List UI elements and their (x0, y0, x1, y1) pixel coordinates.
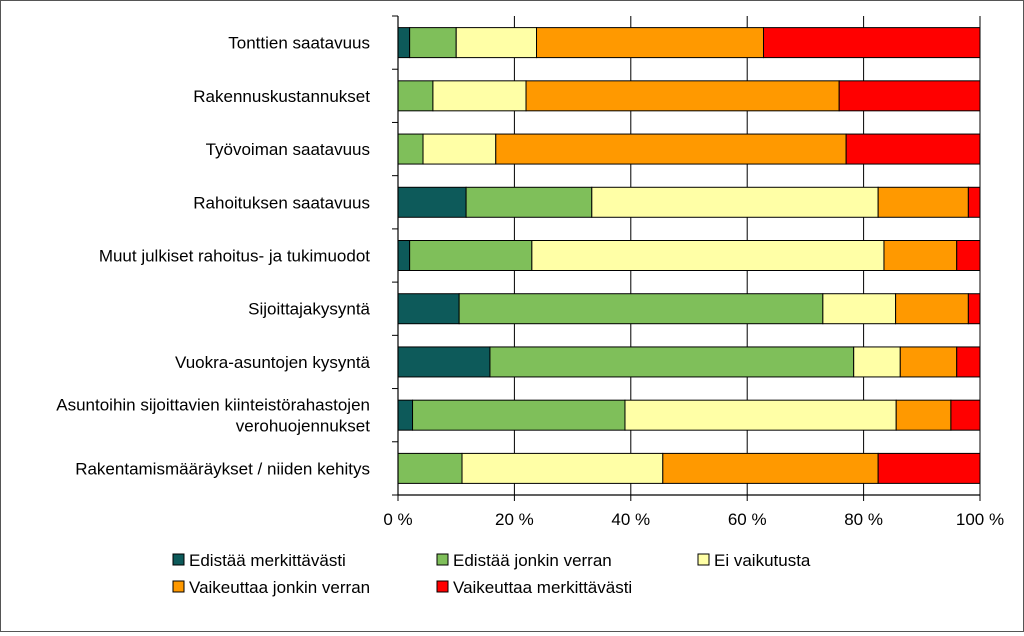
bar-segment (397, 399, 414, 431)
bar-segment (967, 186, 981, 218)
legend-swatch (172, 580, 185, 593)
legend-swatch (436, 580, 449, 593)
axes (392, 15, 981, 501)
bar-segment (531, 240, 885, 271)
legend-swatch (172, 553, 185, 566)
category-label: Rakennuskustannukset (193, 87, 370, 106)
bar-segment (409, 240, 533, 271)
bar-segment (956, 240, 981, 271)
legend-label: Vaikeuttaa merkittävästi (453, 578, 632, 597)
bar-segment (895, 399, 952, 431)
bar-segment (525, 80, 840, 112)
bar-segment (432, 80, 527, 112)
category-label: Muut julkiset rahoitus- ja tukimuodot (99, 247, 370, 266)
bar-segment (662, 452, 879, 484)
category-labels: Tonttien saatavuus Rakennuskustannukset Ty… (56, 34, 370, 479)
bar-segment (624, 399, 897, 431)
bar-segment (838, 80, 981, 112)
bar-segment (458, 293, 824, 325)
bar-segment (967, 293, 981, 325)
bar-segment (422, 133, 497, 165)
category-label: Rakentamismääräykset / niiden kehitys (75, 459, 370, 478)
category-label: Työvoiman saatavuus (206, 140, 370, 159)
category-label: Vuokra-asuntojen kysyntä (175, 353, 371, 372)
bar-segment (877, 452, 981, 484)
bar-segment (877, 186, 969, 218)
bar-segment (853, 346, 901, 378)
legend-label: Edistää jonkin verran (453, 551, 612, 570)
bar-segment (397, 186, 467, 218)
bar-segment (465, 186, 593, 218)
bar-segment (397, 80, 434, 112)
category-label: Rahoituksen saatavuus (193, 193, 370, 212)
bar-segment (455, 27, 538, 59)
legend-swatch (436, 553, 449, 566)
bar-segments (397, 27, 981, 484)
x-tick-label: 80 % (844, 510, 883, 529)
bar-segment (397, 240, 411, 271)
bar-segment (397, 346, 491, 378)
bar-segment (412, 399, 626, 431)
bar-segment (591, 186, 879, 218)
bar-segment (397, 452, 463, 484)
x-tick-label: 100 % (956, 510, 1004, 529)
category-label: Sijoittajakysyntä (248, 300, 370, 319)
legend-label: Vaikeuttaa jonkin verran (189, 578, 370, 597)
bar-segment (956, 346, 981, 378)
legend-label: Ei vaikutusta (714, 551, 811, 570)
bar-segment (397, 27, 411, 59)
bar-segment (536, 27, 764, 59)
bar-segment (762, 27, 981, 59)
legend-label: Edistää merkittävästi (189, 551, 346, 570)
category-label: Tonttien saatavuus (228, 34, 370, 53)
x-tick-label: 20 % (495, 510, 534, 529)
bar-segment (397, 293, 460, 325)
bar-segment (461, 452, 664, 484)
category-label: Asuntoihin sijoittavien kiinteistörahast… (56, 396, 370, 436)
legend-swatch (697, 553, 710, 566)
bar-segment (883, 240, 958, 271)
bar-segment (489, 346, 855, 378)
bar-segment (397, 133, 424, 165)
bar-segment (895, 293, 969, 325)
x-tick-label: 0 % (383, 510, 412, 529)
bar-segment (845, 133, 981, 165)
x-tick-label: 60 % (728, 510, 767, 529)
bar-segment (899, 346, 958, 378)
x-tick-labels: 0 % 20 % 40 % 60 % 80 % 100 % (383, 510, 1004, 529)
bar-segment (495, 133, 847, 165)
bar-segment (409, 27, 457, 59)
bar-segment (822, 293, 897, 325)
bar-segment (950, 399, 981, 431)
legend: Edistää merkittävästi Edistää jonkin verr… (172, 551, 811, 597)
x-tick-label: 40 % (611, 510, 650, 529)
